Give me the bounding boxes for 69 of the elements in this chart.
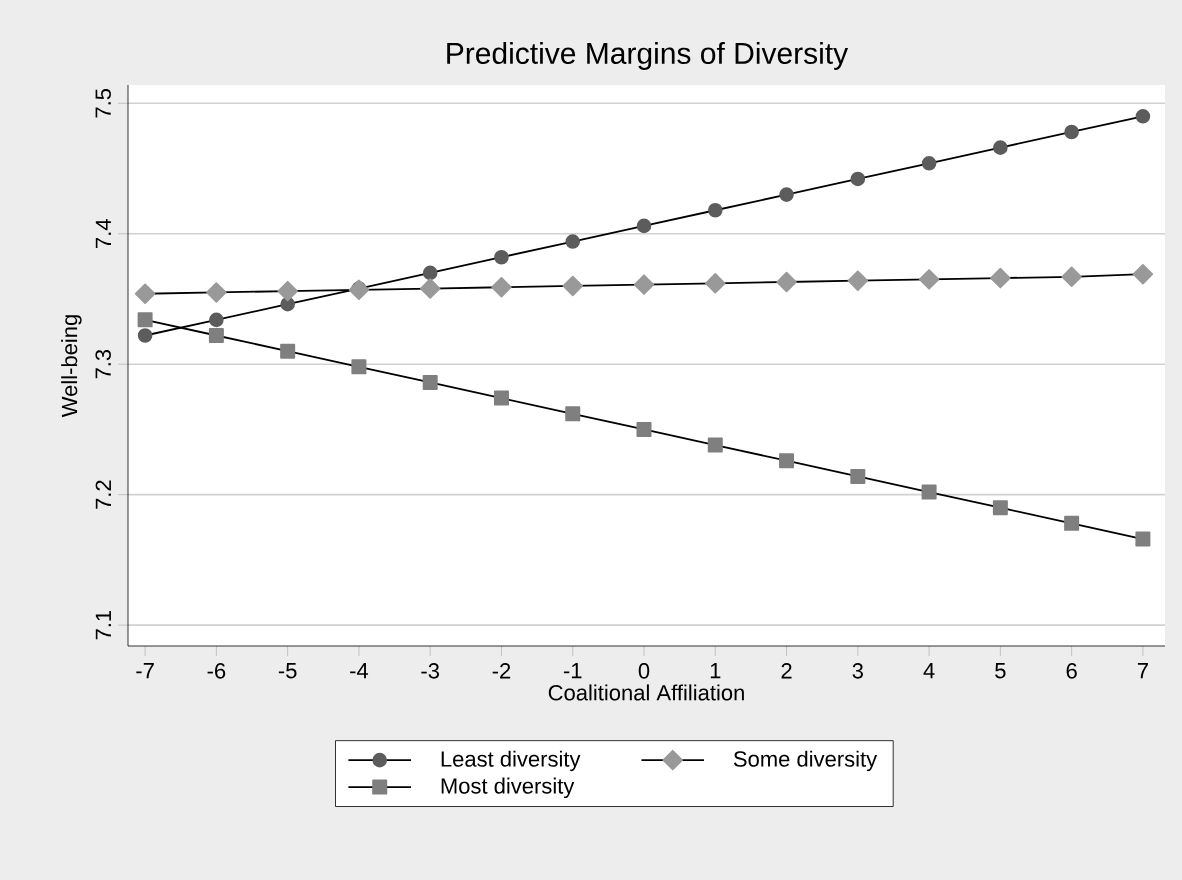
x-tick-label: 2 bbox=[781, 663, 792, 679]
point bbox=[779, 453, 795, 469]
point bbox=[209, 312, 224, 328]
legend-label: Some diversity bbox=[733, 750, 878, 772]
point bbox=[351, 359, 367, 375]
point bbox=[493, 390, 509, 406]
point bbox=[280, 343, 296, 359]
point bbox=[208, 328, 224, 343]
x-tick-label: 1 bbox=[710, 663, 721, 679]
point bbox=[491, 277, 512, 298]
x-tick-label: 6 bbox=[1066, 663, 1077, 679]
point bbox=[422, 374, 438, 390]
x-tick-label: -4 bbox=[350, 663, 369, 679]
x-tick-label: -3 bbox=[421, 663, 439, 679]
point bbox=[707, 202, 723, 218]
point bbox=[705, 273, 726, 294]
x-tick-label: -6 bbox=[207, 663, 226, 679]
point bbox=[1135, 531, 1151, 547]
point bbox=[206, 282, 227, 303]
point bbox=[1132, 263, 1154, 285]
point bbox=[850, 171, 866, 187]
legend-label: Least diversity bbox=[441, 750, 581, 772]
x-tick-label: 4 bbox=[923, 663, 935, 679]
point bbox=[633, 274, 655, 295]
x-tick-label: -2 bbox=[492, 663, 511, 679]
x-tick-label: -1 bbox=[563, 663, 582, 679]
y-axis-title: Well-being bbox=[61, 315, 82, 418]
point bbox=[134, 283, 156, 304]
point bbox=[565, 234, 581, 249]
point bbox=[990, 267, 1011, 289]
y-tick-label: 7.4 bbox=[95, 219, 111, 248]
point bbox=[847, 270, 869, 291]
x-tick-label: 7 bbox=[1137, 663, 1148, 679]
chart-title: Predictive Margins of Diversity bbox=[447, 41, 849, 70]
point bbox=[562, 275, 583, 297]
point bbox=[776, 271, 797, 293]
x-axis-title: Coalitional Affiliation bbox=[548, 684, 744, 701]
point bbox=[348, 279, 370, 301]
point bbox=[636, 218, 652, 234]
point bbox=[992, 500, 1008, 516]
point bbox=[137, 312, 153, 328]
point bbox=[918, 269, 940, 290]
legend-label: Most diversity bbox=[441, 777, 575, 799]
x-tick-label: -5 bbox=[278, 663, 297, 679]
point bbox=[921, 484, 937, 500]
point bbox=[277, 280, 298, 302]
y-tick-label: 7.2 bbox=[95, 480, 111, 509]
point bbox=[419, 278, 441, 299]
point bbox=[1135, 109, 1151, 124]
point bbox=[850, 468, 866, 484]
point bbox=[422, 265, 438, 281]
x-tick-label: 0 bbox=[638, 663, 650, 679]
point bbox=[707, 437, 723, 453]
point bbox=[494, 249, 509, 265]
point bbox=[779, 187, 794, 202]
point bbox=[993, 140, 1008, 155]
y-tick-label: 7.3 bbox=[95, 349, 111, 379]
x-tick-label: 5 bbox=[995, 663, 1006, 679]
x-tick-label: 3 bbox=[852, 663, 863, 679]
point bbox=[921, 155, 937, 171]
point bbox=[137, 328, 153, 343]
point bbox=[1061, 266, 1082, 288]
point bbox=[1064, 515, 1080, 531]
point bbox=[636, 421, 652, 437]
x-tick-label: -7 bbox=[136, 663, 154, 679]
point bbox=[1064, 124, 1079, 140]
y-tick-label: 7.1 bbox=[95, 610, 111, 640]
y-tick-label: 7.5 bbox=[95, 88, 111, 118]
point bbox=[565, 406, 581, 422]
